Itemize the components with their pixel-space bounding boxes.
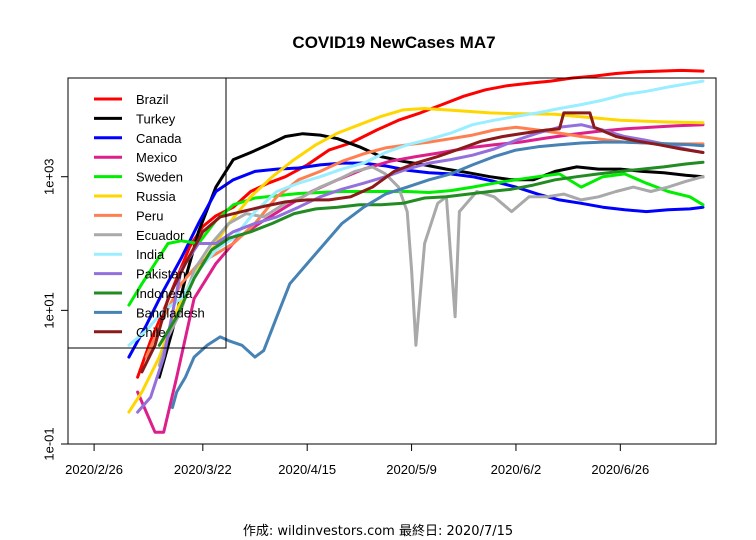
legend-label-sweden: Sweden: [136, 170, 183, 185]
legend-label-pakistan: Pakistan: [136, 267, 186, 282]
series-line-turkey: [157, 132, 705, 379]
series-line-russia: [127, 107, 705, 414]
y-tick-label: 1e+01: [41, 292, 56, 329]
series-line-brazil: [136, 68, 705, 379]
legend-box: [67, 77, 227, 349]
x-tick-label: 2020/3/22: [174, 462, 232, 477]
legend-label-bangladesh: Bangladesh: [136, 305, 205, 320]
legend-label-russia: Russia: [136, 189, 177, 204]
legend-label-chile: Chile: [136, 325, 166, 340]
series-line-bangladesh: [170, 140, 705, 410]
series-line-mexico: [136, 123, 705, 434]
y-tick-label: 1e-01: [41, 427, 56, 460]
series-line-india: [127, 79, 705, 347]
x-tick-label: 2020/6/2: [491, 462, 542, 477]
legend-label-brazil: Brazil: [136, 92, 169, 107]
x-tick-label: 2020/4/15: [278, 462, 336, 477]
series-line-ecuador: [157, 165, 705, 367]
x-tick-label: 2020/5/9: [386, 462, 437, 477]
legend-label-india: India: [136, 247, 165, 262]
legend-label-ecuador: Ecuador: [136, 228, 185, 243]
chart-title: COVID19 NewCases MA7: [292, 33, 495, 52]
footer-credit: 作成: wildinvestors.com 最終日: 2020/7/15: [242, 524, 514, 539]
chart: COVID19 NewCases MA7 2020/2/26 2020/3/22 2…: [41, 33, 717, 477]
legend-label-turkey: Turkey: [136, 111, 176, 126]
series-line-indonesia: [157, 160, 705, 347]
x-tick-label: 2020/2/26: [65, 462, 123, 477]
legend-label-peru: Peru: [136, 208, 163, 223]
series-lines: [127, 68, 705, 434]
series-line-pakistan: [136, 123, 705, 414]
legend-label-canada: Canada: [136, 131, 182, 146]
legend-label-indonesia: Indonesia: [136, 286, 193, 301]
legend: Brazil Turkey Canada Mexico Sweden Russia Peru…: [67, 77, 227, 349]
y-tick-label: 1e+03: [41, 158, 56, 195]
series-line-chile: [140, 111, 705, 374]
legend-label-mexico: Mexico: [136, 150, 177, 165]
x-tick-label: 2020/6/26: [591, 462, 649, 477]
